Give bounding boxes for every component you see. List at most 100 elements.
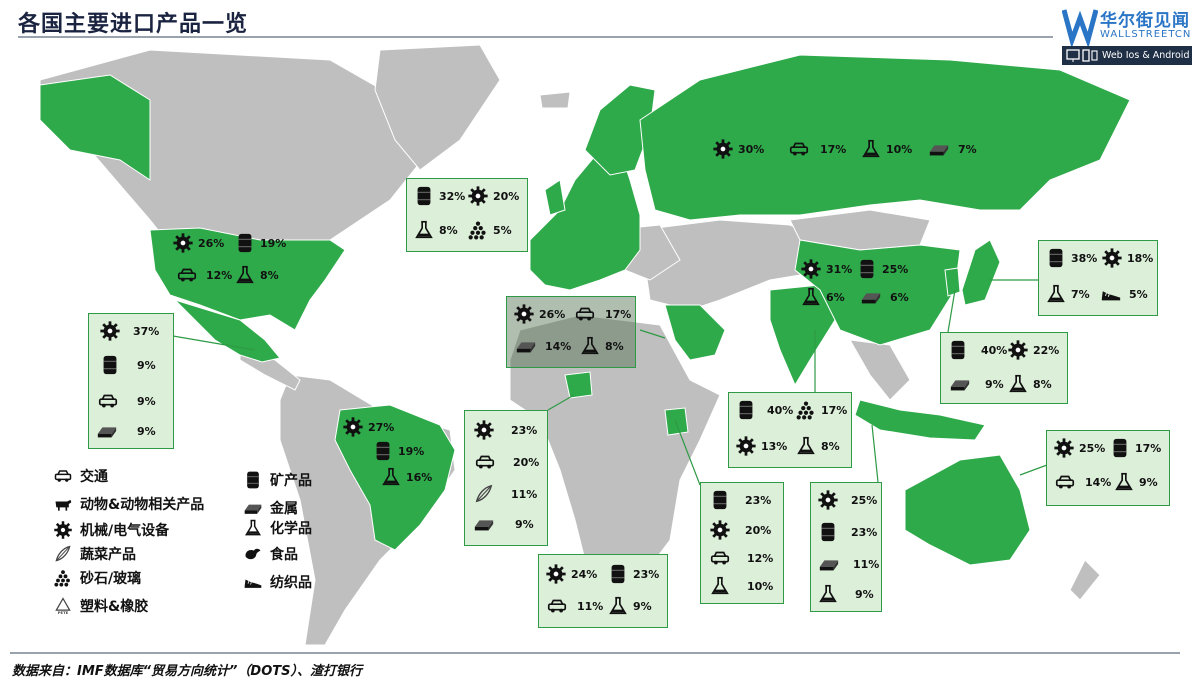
barrel-icon (735, 399, 757, 421)
japan-item-2: 7% (1045, 283, 1090, 305)
logo-sub: WALLSTREETCN (1100, 29, 1192, 40)
card-india: 40% 17% 13% 8% (728, 392, 852, 468)
footer-divider (10, 652, 1180, 654)
gear-icon (172, 232, 194, 254)
europe-item-2: 8% (413, 219, 458, 241)
japan-item-1: 18% (1101, 247, 1153, 269)
brazil-item-0: 27% (342, 416, 394, 438)
flask-icon (1045, 283, 1067, 305)
australia-item-1: 17% (1109, 437, 1161, 459)
middle-east-item-3: 8% (579, 335, 624, 357)
south-africa-item-2: 11% (541, 595, 603, 617)
cow-icon (52, 494, 74, 514)
car-icon (569, 303, 601, 325)
shoe-icon (242, 572, 264, 592)
card-nigeria: 23% 20% 11% 9% (464, 410, 548, 546)
device-icons (1066, 49, 1098, 62)
nigeria-item-0: 23% (473, 419, 537, 441)
india-item-3: 8% (795, 435, 840, 457)
europe-item-0: 32% (413, 185, 465, 207)
card-korea: 40% 22% 9% 8% (940, 332, 1068, 404)
region-europe (529, 149, 641, 291)
flask-icon (380, 466, 402, 488)
car-icon (172, 264, 202, 286)
india-item-1: 17% (795, 399, 847, 421)
recycle-icon (52, 596, 74, 616)
flask-icon (234, 264, 256, 286)
card-europe: 32% 20% 8% 5% (406, 178, 528, 252)
region-japan (961, 239, 1001, 306)
card-indonesia: 25% 23% 11% 9% (810, 482, 882, 612)
mexico-item-2: 9% (93, 390, 156, 412)
stones-icon (467, 219, 489, 241)
legend-item-chemical: 化学品 (242, 518, 312, 538)
gear-icon (800, 258, 822, 280)
region-new-zealand (1069, 559, 1101, 601)
gear-icon (709, 519, 731, 541)
region-nigeria (564, 371, 593, 399)
australia-item-0: 25% (1053, 437, 1105, 459)
flask-icon (1113, 471, 1135, 493)
korea-item-0: 40% (947, 339, 1007, 361)
barrel-icon (413, 185, 435, 207)
japan-item-3: 5% (1097, 283, 1148, 305)
legend-item-animal: 动物&动物相关产品 (52, 494, 204, 514)
legend-item-food: 食品 (242, 544, 298, 564)
logo-platforms: Web Ios & Android (1102, 50, 1190, 61)
nigeria-item-1: 20% (469, 451, 539, 473)
legend-item-plastic-rubber: 塑料&橡胶 (52, 596, 148, 616)
leaf-icon (52, 544, 74, 564)
car-icon (1049, 471, 1081, 493)
south-africa-item-0: 24% (545, 563, 597, 585)
gear-icon (99, 320, 121, 342)
region-southeast-asia (849, 339, 911, 401)
flask-icon (242, 518, 264, 538)
barrel-icon (234, 232, 256, 254)
gear-icon (342, 416, 364, 438)
indonesia-item-2: 11% (815, 553, 879, 575)
ingot-icon (242, 498, 264, 518)
ingot-icon (945, 373, 975, 395)
card-australia: 25% 17% 14% 9% (1046, 430, 1170, 506)
gear-icon (52, 520, 74, 540)
barrel-icon (817, 521, 839, 543)
south-africa-item-3: 9% (607, 595, 652, 617)
korea-item-3: 8% (1007, 373, 1052, 395)
nigeria-item-2: 11% (473, 483, 537, 505)
russia-item-3: 7% (924, 138, 977, 160)
ingot-icon (469, 513, 499, 535)
middle-east-item-0: 26% (513, 303, 565, 325)
legend-item-textile: 纺织品 (242, 572, 312, 592)
china-item-1: 25% (856, 258, 908, 280)
source-note: 数据来自：IMF数据库“贸易方向统计”（DOTS）、渣打银行 (12, 664, 362, 679)
gear-icon (1053, 437, 1075, 459)
ingot-icon (924, 138, 954, 160)
region-iceland (539, 91, 571, 109)
ingot-icon (856, 286, 886, 308)
flask-icon (1007, 373, 1029, 395)
barrel-icon (1045, 247, 1067, 269)
card-china: 31% 25% 6% 6% (800, 258, 920, 316)
region-russia (639, 54, 1131, 221)
shoe-icon (1097, 283, 1125, 305)
region-korea (944, 267, 961, 297)
logo-platform-bar: Web Ios & Android (1062, 46, 1192, 65)
car-icon (541, 595, 573, 617)
page-title: 各国主要进口产品一览 (18, 12, 249, 37)
flask-icon (860, 138, 882, 160)
nigeria-item-3: 9% (469, 513, 534, 535)
middle-east-item-1: 17% (569, 303, 631, 325)
australia-item-2: 14% (1049, 471, 1111, 493)
legend-item-metal: 金属 (242, 498, 298, 518)
barrel-icon (1109, 437, 1131, 459)
logo-brand: 华尔街见闻 (1100, 11, 1190, 31)
barrel-icon (856, 258, 878, 280)
south-africa-item-1: 23% (607, 563, 659, 585)
region-australia (904, 454, 1031, 566)
korea-item-2: 9% (945, 373, 1004, 395)
gear-icon (473, 419, 495, 441)
region-saudi (664, 304, 726, 361)
flask-icon (709, 575, 731, 597)
barrel-icon (947, 339, 969, 361)
gear-icon (1007, 339, 1029, 361)
